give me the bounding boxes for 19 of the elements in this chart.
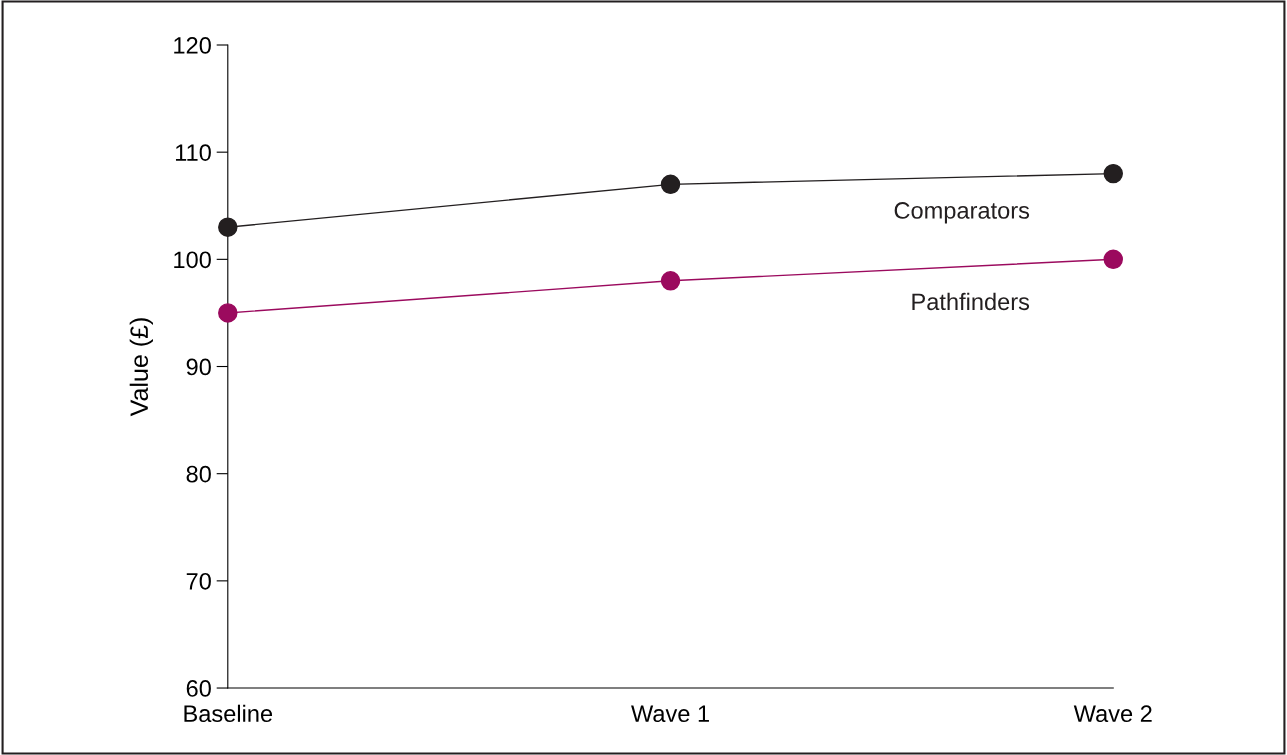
y-tick-label: 110 — [175, 144, 211, 161]
y-tick-label: 100 — [174, 251, 211, 269]
point — [1103, 163, 1123, 184]
point — [660, 271, 681, 291]
y-tick-label: 90 — [186, 358, 211, 376]
y-tick-label: 70 — [186, 572, 211, 590]
y-tick-label: 80 — [186, 465, 211, 483]
series-label: Comparators — [894, 202, 1030, 224]
y-tick-label: 120 — [174, 37, 211, 54]
x-tick-label: Wave 2 — [1073, 705, 1152, 723]
point — [1103, 249, 1123, 270]
series-label: Pathfinders — [912, 292, 1030, 311]
y-tick-label: 60 — [186, 680, 211, 697]
point — [218, 217, 238, 237]
x-tick-label: Wave 1 — [631, 705, 709, 723]
y-axis-title: Value (£) — [129, 318, 153, 417]
point — [218, 303, 238, 323]
point — [660, 174, 681, 195]
x-tick-label: Baseline — [184, 704, 273, 723]
